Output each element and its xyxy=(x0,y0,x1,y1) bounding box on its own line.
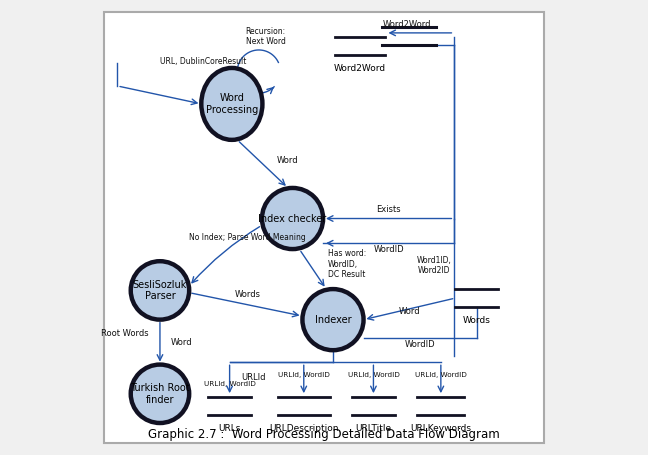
Text: No Index; Parse Word Meaning: No Index; Parse Word Meaning xyxy=(189,233,306,242)
Text: Word2Word: Word2Word xyxy=(383,20,432,29)
Text: URLKeywords: URLKeywords xyxy=(410,424,471,433)
Text: WordID: WordID xyxy=(405,340,435,349)
Text: Root Words: Root Words xyxy=(101,329,149,338)
Text: Words: Words xyxy=(463,316,491,325)
Text: URLs: URLs xyxy=(218,424,241,433)
Text: URLId: URLId xyxy=(241,373,265,382)
Ellipse shape xyxy=(131,261,189,319)
Text: Graphic 2.7 :  Word Processing Detailed Data Flow Diagram: Graphic 2.7 : Word Processing Detailed D… xyxy=(148,428,500,441)
FancyArrowPatch shape xyxy=(301,251,324,285)
FancyArrowPatch shape xyxy=(192,227,260,283)
Text: Turkish Root
finder: Turkish Root finder xyxy=(130,383,190,404)
Text: URLDescription: URLDescription xyxy=(269,424,338,433)
Text: WordID: WordID xyxy=(373,245,404,254)
Text: URLId, WordID: URLId, WordID xyxy=(415,372,467,378)
Text: Word1ID,
Word2ID: Word1ID, Word2ID xyxy=(417,256,452,275)
FancyArrowPatch shape xyxy=(390,30,452,35)
Text: Words: Words xyxy=(235,290,260,299)
Text: Word2Word: Word2Word xyxy=(334,64,386,73)
Text: URL, DublinCoreResult: URL, DublinCoreResult xyxy=(160,57,246,66)
Text: URLTitle: URLTitle xyxy=(355,424,391,433)
Text: Index checker: Index checker xyxy=(259,213,327,223)
FancyArrowPatch shape xyxy=(239,142,285,185)
FancyArrowPatch shape xyxy=(327,216,452,221)
Ellipse shape xyxy=(131,364,189,423)
Text: URLId, WordID: URLId, WordID xyxy=(278,372,330,378)
Ellipse shape xyxy=(303,289,364,350)
Text: Indexer: Indexer xyxy=(315,315,351,324)
Text: Word: Word xyxy=(399,307,421,316)
Text: URLId, WordID: URLId, WordID xyxy=(347,372,399,378)
Ellipse shape xyxy=(202,68,262,140)
FancyArrowPatch shape xyxy=(192,293,298,317)
Text: Has word:
WordID,
DC Result: Has word: WordID, DC Result xyxy=(328,249,366,279)
FancyArrowPatch shape xyxy=(157,323,163,360)
Text: Word: Word xyxy=(277,156,299,165)
FancyArrowPatch shape xyxy=(327,240,333,246)
FancyArrowPatch shape xyxy=(371,365,376,392)
Text: URLId, WordID: URLId, WordID xyxy=(203,381,255,387)
Text: Word: Word xyxy=(171,338,193,347)
FancyArrowPatch shape xyxy=(368,298,453,320)
FancyBboxPatch shape xyxy=(104,12,544,443)
FancyArrowPatch shape xyxy=(227,365,233,392)
Text: SesliSozluk
Parser: SesliSozluk Parser xyxy=(133,280,187,301)
Ellipse shape xyxy=(262,188,323,249)
Text: Word
Processing: Word Processing xyxy=(205,93,258,115)
FancyArrowPatch shape xyxy=(438,365,444,392)
Text: Recursion:
Next Word: Recursion: Next Word xyxy=(246,27,286,46)
FancyArrowPatch shape xyxy=(301,365,307,392)
Text: Exists: Exists xyxy=(376,205,401,214)
FancyArrowPatch shape xyxy=(120,86,197,105)
